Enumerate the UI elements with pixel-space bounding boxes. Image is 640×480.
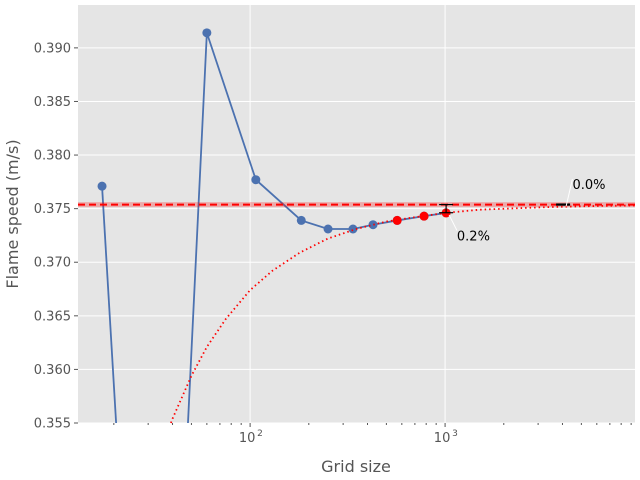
y-tick-label: 0.365 bbox=[34, 309, 71, 324]
data-point bbox=[348, 224, 358, 234]
x-tick-exponent: 3 bbox=[452, 429, 458, 439]
annotation-arrow bbox=[565, 178, 573, 207]
axis-ticks: 0.355 0.360 0.365 0.370 0.375 0.380 0.385 0.390… bbox=[34, 41, 632, 446]
annotation-arrow bbox=[448, 214, 458, 231]
y-tick-label: 0.370 bbox=[34, 256, 71, 271]
y-tick-label: 0.375 bbox=[34, 202, 71, 217]
series-line bbox=[187, 32, 447, 424]
fit-curve bbox=[170, 204, 635, 424]
data-point bbox=[296, 215, 306, 225]
y-tick-label: 0.360 bbox=[34, 363, 71, 378]
grid bbox=[78, 5, 635, 424]
x-tick-label: 10 bbox=[239, 431, 256, 446]
y-tick-label: 0.385 bbox=[34, 95, 71, 110]
data-point bbox=[251, 175, 261, 185]
x-axis-label: Grid size bbox=[321, 457, 391, 476]
y-axis-label: Flame speed (m/s) bbox=[3, 139, 22, 288]
data-point bbox=[97, 181, 107, 191]
data-point bbox=[368, 220, 378, 230]
plot-background bbox=[78, 5, 635, 423]
y-tick-label: 0.390 bbox=[34, 41, 71, 56]
annotation-label: 0.0% bbox=[572, 178, 605, 193]
data-point bbox=[202, 28, 212, 38]
series-line bbox=[101, 186, 118, 424]
annotation-label: 0.2% bbox=[457, 229, 490, 244]
y-tick-label: 0.355 bbox=[34, 417, 71, 432]
x-tick-label: 10 bbox=[434, 431, 451, 446]
data-point bbox=[323, 224, 333, 234]
x-tick-exponent: 2 bbox=[257, 429, 263, 439]
y-tick-label: 0.380 bbox=[34, 149, 71, 164]
highlight-point bbox=[392, 215, 402, 225]
highlight-point bbox=[419, 211, 429, 221]
plot-content: 0.2% 0.0% bbox=[78, 28, 635, 424]
